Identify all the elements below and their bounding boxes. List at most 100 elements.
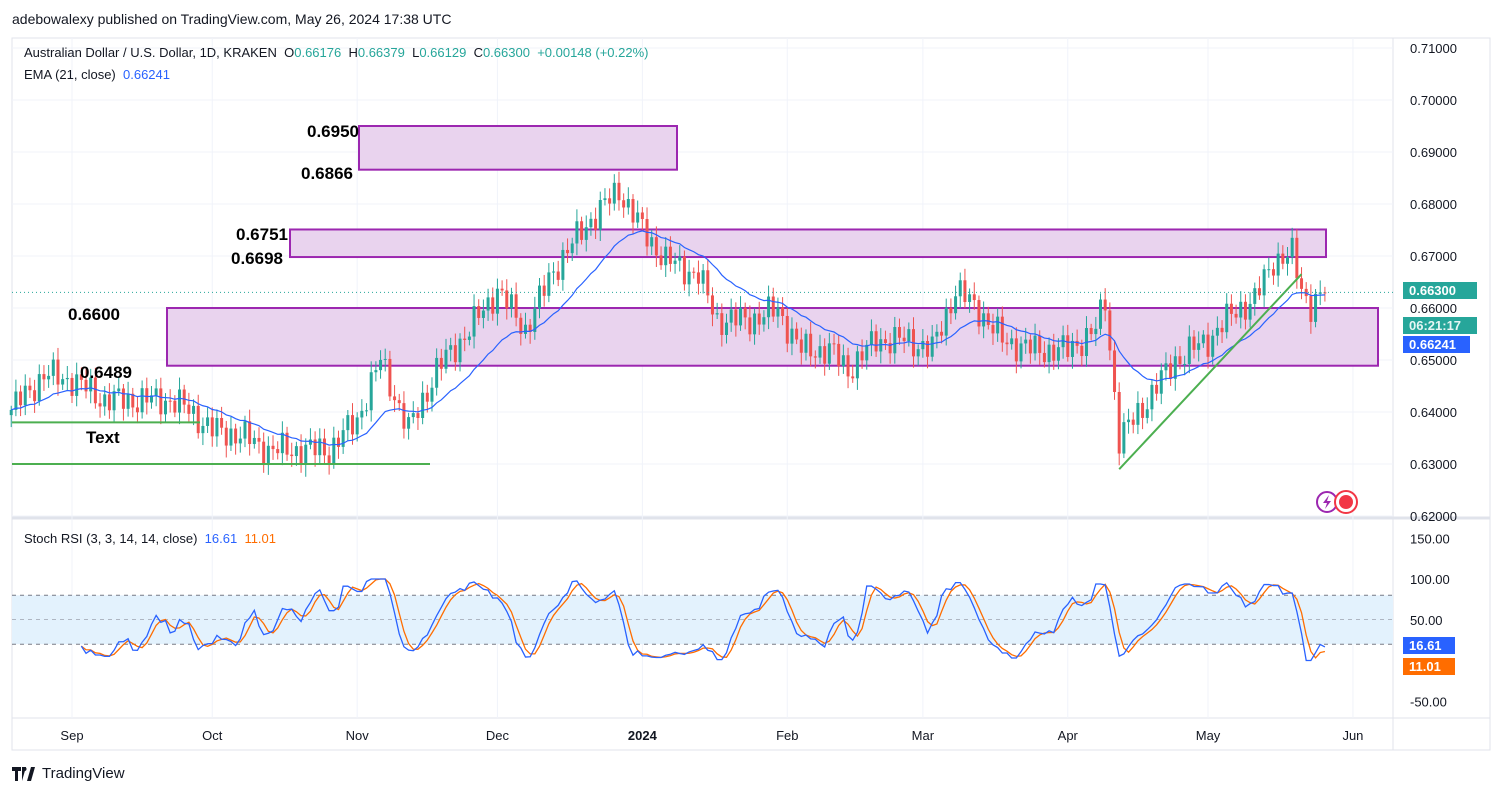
- candle-body: [1215, 327, 1219, 336]
- candle-body: [710, 295, 714, 315]
- candle: [435, 348, 439, 396]
- candle-body: [855, 351, 859, 379]
- candle-body: [991, 324, 995, 334]
- candle-body: [308, 439, 312, 445]
- candle-body: [617, 182, 621, 201]
- candle: [509, 287, 513, 318]
- candle: [841, 344, 845, 374]
- candle: [1099, 293, 1102, 336]
- candle-body: [561, 249, 565, 280]
- tradingview-brand: TradingView: [42, 765, 125, 782]
- candle-body: [687, 271, 691, 285]
- candle-body: [832, 343, 836, 345]
- candle: [308, 428, 312, 450]
- candle: [954, 285, 958, 320]
- candle: [1000, 306, 1004, 352]
- candle: [1229, 294, 1233, 326]
- candle: [463, 326, 467, 352]
- candle-body: [234, 428, 238, 444]
- candle-body: [393, 396, 397, 401]
- candle: [112, 384, 116, 422]
- candle: [1169, 354, 1173, 386]
- candle-body: [668, 246, 672, 264]
- candle: [687, 259, 691, 297]
- candle: [1056, 338, 1060, 370]
- candle-body: [823, 346, 827, 364]
- candle-body: [79, 374, 83, 380]
- stoch-legend[interactable]: Stoch RSI (3, 3, 14, 14, close) 16.61 11…: [24, 531, 276, 546]
- candle: [813, 350, 817, 369]
- candle-body: [238, 438, 242, 444]
- candle: [154, 379, 158, 407]
- candle: [1239, 291, 1243, 329]
- candle: [1159, 363, 1163, 405]
- candle-body: [1136, 402, 1140, 425]
- resistance-zone: [166, 307, 1379, 367]
- candle: [1155, 373, 1159, 401]
- candle: [215, 409, 219, 447]
- ema-legend[interactable]: EMA (21, close) 0.66241: [24, 67, 170, 82]
- candle-body: [580, 221, 584, 240]
- stoch-tick-label: 150.00: [1410, 531, 1450, 546]
- candle-body: [173, 400, 177, 413]
- candle-body: [243, 421, 247, 439]
- candle: [355, 412, 359, 442]
- candle-body: [1000, 316, 1004, 343]
- candle-body: [865, 344, 869, 361]
- time-tick-label: 2024: [628, 728, 658, 743]
- tradingview-logo[interactable]: TradingView: [12, 765, 125, 782]
- time-tick-label: Oct: [202, 728, 223, 743]
- candle-body: [1243, 301, 1247, 320]
- candle: [757, 301, 761, 335]
- candle: [491, 287, 495, 321]
- candle: [126, 381, 130, 417]
- stoch-label: Stoch RSI (3, 3, 14, 14, close): [24, 531, 198, 546]
- candle: [1234, 304, 1238, 324]
- candle: [827, 332, 831, 370]
- symbol-name[interactable]: Australian Dollar / U.S. Dollar, 1D, KRA…: [24, 45, 277, 60]
- candle-body: [720, 313, 724, 335]
- candle-body: [1014, 338, 1018, 362]
- candle-body: [809, 333, 813, 357]
- candle-body: [982, 313, 986, 327]
- candle-body: [729, 309, 733, 323]
- candle: [762, 310, 766, 332]
- candle: [986, 306, 990, 330]
- candle: [444, 338, 448, 374]
- candle-body: [612, 182, 616, 204]
- candle: [654, 226, 658, 267]
- candle: [458, 333, 462, 372]
- candle: [421, 381, 425, 425]
- candle-body: [1206, 334, 1210, 357]
- candle-body: [781, 307, 785, 316]
- candle: [897, 318, 901, 345]
- candle-body: [608, 198, 612, 204]
- candle: [902, 326, 906, 354]
- candle: [495, 278, 499, 326]
- candle-body: [332, 437, 336, 464]
- candle: [271, 435, 275, 460]
- candle: [944, 298, 948, 346]
- candle-body: [1066, 335, 1070, 357]
- candle: [1005, 332, 1009, 356]
- candle: [56, 347, 60, 396]
- candle: [682, 250, 686, 291]
- candle: [626, 187, 630, 215]
- candle: [795, 322, 799, 345]
- level-label-0-6751: 0.6751: [236, 225, 288, 244]
- candle-body: [505, 290, 509, 309]
- candle: [547, 263, 551, 303]
- candle-body: [61, 379, 65, 385]
- candle-body: [533, 308, 537, 333]
- last-price-tag: 0.66300: [1403, 282, 1477, 299]
- low-label: L: [412, 45, 420, 60]
- candle-body: [117, 388, 121, 392]
- candle: [1271, 262, 1275, 285]
- candle: [1201, 330, 1205, 348]
- candle: [1253, 282, 1257, 316]
- stoch-d-line: [80, 578, 1326, 659]
- candle: [453, 333, 457, 371]
- candle: [280, 421, 284, 466]
- candle-body: [940, 331, 944, 336]
